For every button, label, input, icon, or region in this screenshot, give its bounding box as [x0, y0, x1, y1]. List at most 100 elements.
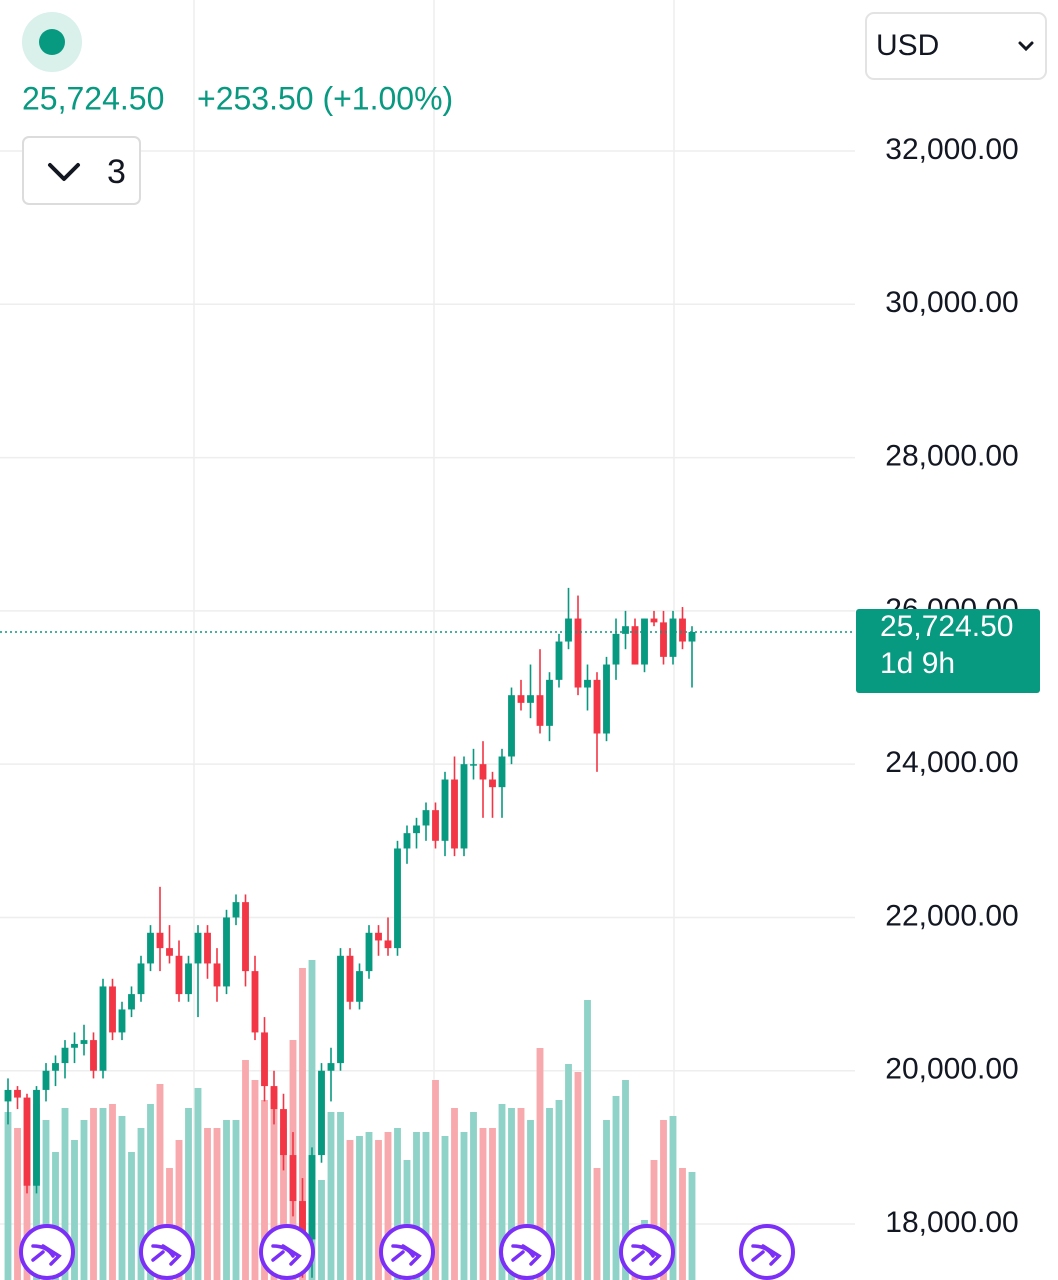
candle-body — [603, 664, 610, 734]
volume-bar — [584, 1000, 591, 1280]
volume-bar — [156, 1084, 164, 1280]
volume-bar — [242, 1060, 249, 1280]
candle-body — [584, 679, 591, 688]
candles — [4, 587, 696, 1278]
event-icon[interactable] — [739, 1224, 795, 1280]
event-arrow — [271, 1244, 302, 1266]
event-icon[interactable] — [19, 1224, 75, 1280]
volume-bar — [42, 1120, 50, 1280]
volume-bar — [498, 1104, 506, 1280]
event-arrow — [511, 1244, 542, 1266]
volume-bar — [384, 1132, 392, 1280]
candle-body — [194, 932, 202, 964]
candle-body — [356, 971, 363, 1002]
y-tick-label: 18,000.00 — [885, 1206, 1018, 1239]
dropdown-icon — [1018, 41, 1034, 52]
candle-body — [660, 622, 667, 657]
volume-bar — [356, 1136, 363, 1280]
candle-body — [479, 764, 487, 780]
candle-body — [612, 633, 620, 665]
volume-bar — [565, 1064, 572, 1280]
candle-body — [99, 986, 107, 1071]
event-icon[interactable] — [259, 1224, 315, 1280]
volume-bar — [365, 1132, 373, 1280]
candle-body — [631, 626, 639, 665]
volume-bar — [394, 1128, 401, 1280]
last-price-badge — [856, 608, 1040, 693]
candle-body — [327, 1063, 335, 1071]
volume-bar — [413, 1132, 420, 1280]
candle-body — [546, 679, 553, 726]
candle-body — [688, 631, 696, 642]
candle-body — [14, 1089, 21, 1098]
volume-bar — [660, 1120, 667, 1280]
event-circle — [259, 1224, 315, 1280]
volume-bar — [166, 1168, 173, 1280]
candle-body — [42, 1070, 50, 1090]
candle-body — [650, 618, 658, 623]
volume-bar — [688, 1172, 696, 1280]
candle-body — [280, 1109, 287, 1156]
event-arrow — [31, 1244, 62, 1266]
volume-bar — [185, 1108, 192, 1280]
candle-body — [185, 963, 192, 995]
event-icon[interactable] — [139, 1224, 195, 1280]
event-circle — [499, 1224, 555, 1280]
candle-body — [337, 955, 344, 1064]
candle-body — [375, 932, 382, 941]
y-tick-label: 20,000.00 — [885, 1053, 1018, 1086]
candle-body — [232, 902, 240, 918]
candle-body — [223, 917, 230, 987]
y-tick-label: 22,000.00 — [885, 899, 1018, 932]
candle-body — [80, 1040, 88, 1044]
candle-body — [574, 618, 582, 688]
indicator-toggle[interactable] — [22, 136, 141, 205]
candle-body — [365, 932, 373, 972]
indicator-count: 3 — [107, 153, 126, 191]
candle-body — [593, 679, 601, 734]
volume-bar — [546, 1108, 553, 1280]
candle-body — [422, 810, 430, 826]
horizontal-grid — [0, 150, 855, 1225]
candle-body — [118, 1009, 126, 1033]
volume-bar — [403, 1160, 411, 1280]
candle-body — [527, 695, 534, 703]
volume-bar — [4, 1112, 12, 1280]
volume-bar — [118, 1116, 126, 1280]
event-icon[interactable] — [499, 1224, 555, 1280]
candle-body — [432, 810, 439, 841]
volume-bar — [470, 1112, 477, 1280]
candle-body — [565, 618, 572, 642]
candle-body — [679, 618, 686, 642]
event-icon[interactable] — [619, 1224, 675, 1280]
candle-body — [270, 1086, 278, 1110]
event-circle — [619, 1224, 675, 1280]
volume-bar — [327, 1112, 335, 1280]
candle-body — [517, 695, 525, 703]
volume-bar — [508, 1108, 515, 1280]
candle-body — [156, 932, 164, 949]
event-markers — [19, 1224, 795, 1280]
currency-select[interactable] — [865, 12, 1047, 80]
volume-bar — [251, 1080, 259, 1280]
y-tick-label: 32,000.00 — [885, 133, 1018, 166]
candle-body — [23, 1097, 31, 1186]
volume-bar — [99, 1108, 107, 1280]
candle-body — [289, 1155, 297, 1202]
volume-bar — [128, 1152, 135, 1280]
volume-bar — [204, 1128, 211, 1280]
last-price-label: 25,724.50 — [880, 610, 1013, 643]
candle-body — [128, 994, 135, 1010]
status-dot — [39, 29, 65, 55]
candle-body — [242, 902, 249, 972]
event-circle — [19, 1224, 75, 1280]
volume-bar — [299, 968, 306, 1280]
volume-bar — [175, 1140, 183, 1280]
volume-bar — [479, 1128, 487, 1280]
header-price: 25,724.50 — [22, 80, 164, 116]
candle-body — [166, 948, 173, 956]
header: 25,724.50 +253.50 (+1.00%) 3 USD — [22, 12, 1047, 205]
volume-bar — [337, 1112, 344, 1280]
event-icon[interactable] — [379, 1224, 435, 1280]
